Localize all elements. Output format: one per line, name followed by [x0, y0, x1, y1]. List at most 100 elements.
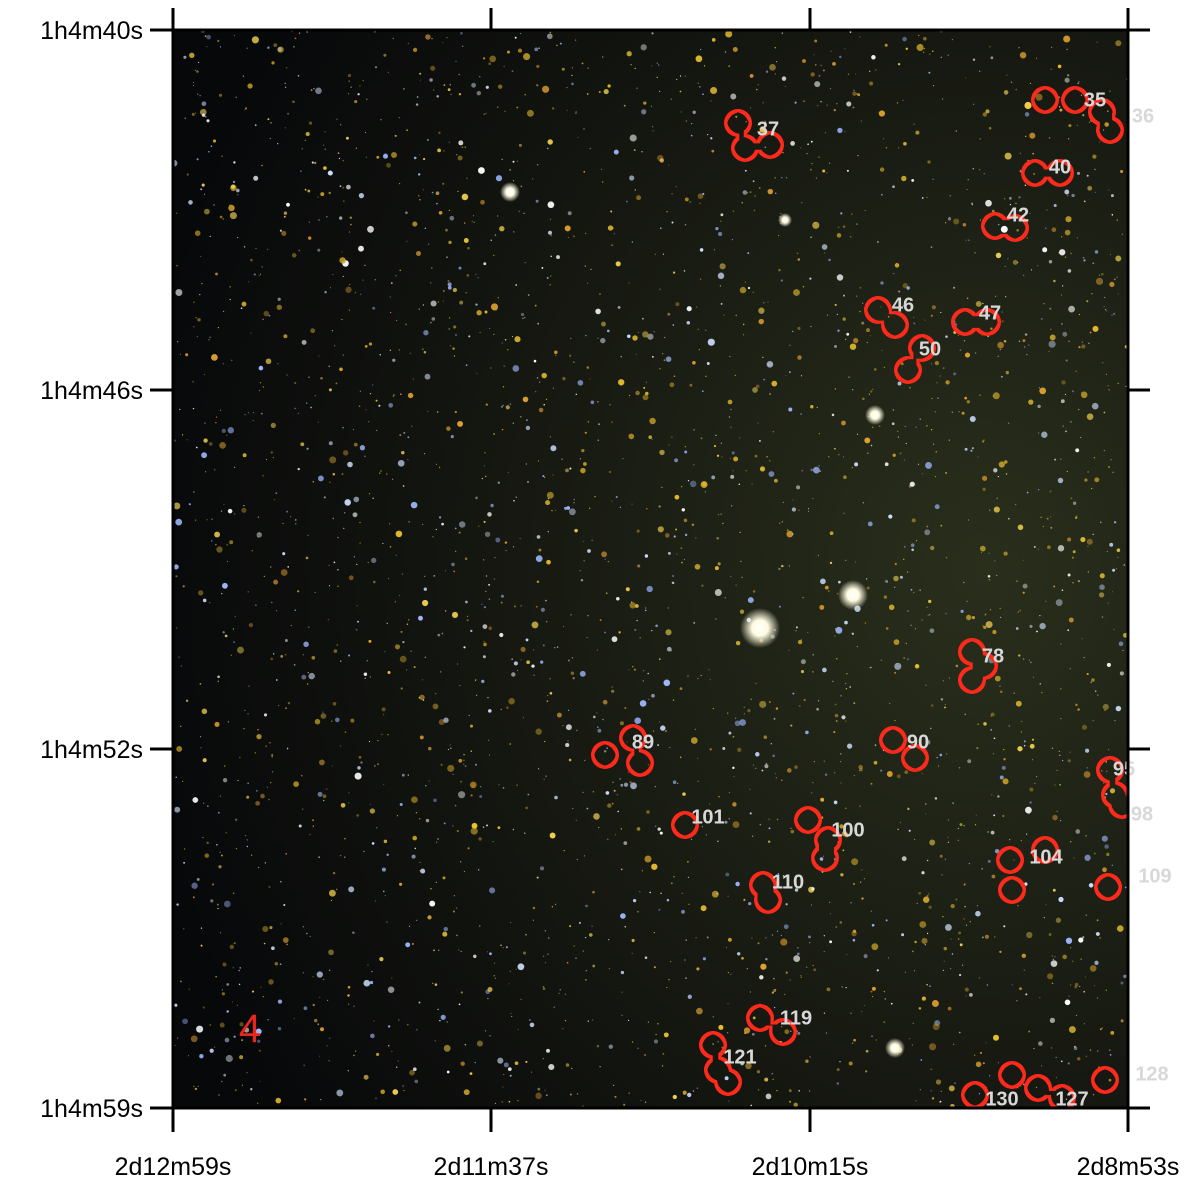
- star: [768, 818, 770, 820]
- star: [308, 236, 312, 240]
- star: [689, 201, 691, 203]
- star: [793, 289, 800, 296]
- star: [546, 621, 548, 623]
- star: [807, 143, 809, 145]
- star: [829, 531, 834, 536]
- star: [502, 386, 505, 388]
- star: [790, 829, 795, 834]
- star: [562, 376, 566, 381]
- star: [445, 228, 448, 232]
- star: [747, 252, 750, 255]
- star: [735, 584, 737, 586]
- star: [1072, 550, 1076, 554]
- star: [1100, 521, 1102, 524]
- star: [338, 157, 340, 160]
- star: [1017, 746, 1023, 752]
- star: [401, 773, 405, 777]
- star: [927, 614, 929, 617]
- star: [332, 273, 334, 276]
- star: [851, 858, 859, 866]
- star: [798, 874, 801, 877]
- star: [730, 973, 732, 975]
- star: [657, 526, 664, 533]
- star: [866, 586, 870, 590]
- star: [415, 103, 419, 106]
- star: [553, 1006, 555, 1008]
- star: [206, 45, 208, 48]
- star: [251, 36, 259, 44]
- star: [196, 158, 199, 161]
- star: [439, 1020, 441, 1022]
- star: [309, 935, 311, 938]
- star: [629, 394, 631, 397]
- source-contour: [973, 308, 1001, 336]
- star: [908, 1037, 911, 1040]
- star: [856, 223, 858, 225]
- star: [344, 837, 346, 840]
- star: [668, 979, 670, 981]
- star: [396, 815, 398, 817]
- star: [423, 330, 429, 336]
- star: [281, 230, 287, 236]
- star: [275, 1097, 282, 1104]
- star: [685, 939, 687, 941]
- star: [843, 475, 847, 480]
- star: [764, 1077, 769, 1082]
- star: [476, 694, 478, 697]
- star: [455, 550, 457, 552]
- star: [357, 93, 360, 96]
- star: [664, 336, 666, 339]
- star: [1086, 300, 1089, 303]
- star: [1029, 82, 1032, 84]
- star: [883, 990, 885, 993]
- star: [1116, 276, 1118, 278]
- star: [320, 192, 325, 197]
- star: [762, 356, 764, 358]
- star: [683, 518, 688, 523]
- star: [964, 713, 966, 715]
- star: [706, 133, 709, 136]
- star: [554, 509, 557, 511]
- star: [809, 1056, 811, 1058]
- star: [545, 500, 551, 506]
- star: [251, 854, 253, 856]
- star: [683, 558, 686, 561]
- source-contour: [671, 811, 699, 839]
- star: [764, 764, 769, 769]
- star: [773, 977, 775, 980]
- star: [1075, 448, 1080, 453]
- star: [912, 1022, 914, 1024]
- star: [307, 189, 311, 193]
- star: [485, 112, 487, 115]
- star: [939, 375, 941, 377]
- star: [1060, 458, 1062, 460]
- star: [1086, 767, 1088, 769]
- star: [759, 823, 762, 826]
- star: [287, 566, 290, 568]
- star: [1064, 393, 1067, 396]
- star: [851, 467, 853, 469]
- star: [828, 258, 831, 262]
- star: [248, 685, 250, 687]
- star: [1058, 896, 1064, 903]
- star: [602, 699, 608, 705]
- star: [834, 447, 836, 450]
- star: [311, 655, 316, 660]
- star: [186, 173, 189, 176]
- star: [1094, 250, 1099, 254]
- star: [447, 282, 452, 287]
- star: [576, 1093, 579, 1095]
- star: [679, 687, 683, 690]
- star: [735, 881, 740, 887]
- star: [1015, 88, 1017, 91]
- star: [724, 820, 728, 824]
- star: [332, 871, 336, 875]
- star: [572, 235, 575, 238]
- star: [563, 849, 565, 852]
- star: [403, 1090, 405, 1092]
- star: [836, 274, 844, 281]
- star: [488, 598, 491, 601]
- star: [713, 445, 717, 448]
- star: [981, 440, 985, 443]
- star: [297, 75, 300, 77]
